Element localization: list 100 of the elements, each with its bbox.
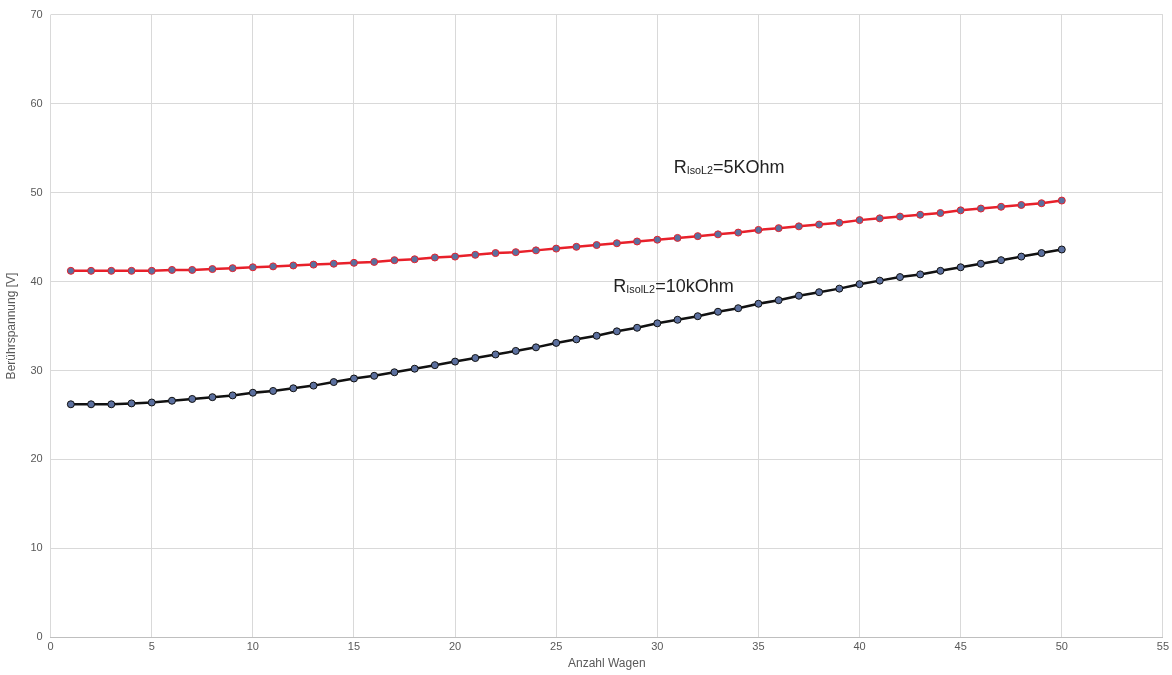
point	[87, 266, 96, 275]
point	[370, 257, 379, 266]
point	[835, 218, 844, 227]
point	[188, 265, 197, 274]
x-tick-label: 0	[47, 640, 54, 653]
y-axis-title: Berührspannung [V]	[3, 272, 18, 380]
point	[815, 288, 824, 297]
x-tick-label: 50	[1055, 640, 1068, 653]
annotation: RIsolL2=10kOhm	[613, 275, 734, 296]
point	[734, 304, 743, 313]
y-tick-label: 60	[30, 96, 43, 109]
x-tick-label: 40	[853, 640, 866, 653]
point	[349, 258, 358, 267]
point	[228, 264, 237, 273]
point	[693, 232, 702, 241]
y-tick-label: 70	[30, 7, 43, 20]
point	[936, 209, 945, 218]
point	[734, 228, 743, 237]
x-tick-label: 10	[246, 640, 259, 653]
point	[956, 263, 965, 272]
x-tick-label: 55	[1156, 640, 1170, 653]
point	[956, 206, 965, 215]
point	[66, 266, 75, 275]
point	[997, 202, 1006, 211]
point	[673, 233, 682, 242]
point	[754, 299, 763, 308]
point	[653, 235, 662, 244]
point	[1057, 245, 1066, 254]
x-tick-label: 30	[651, 640, 664, 653]
point	[309, 381, 318, 390]
point	[976, 204, 985, 213]
point	[1057, 196, 1066, 205]
point	[612, 327, 621, 336]
point	[754, 225, 763, 234]
point	[774, 224, 783, 233]
point	[612, 239, 621, 248]
x-tick-label: 20	[448, 640, 462, 653]
point	[835, 284, 844, 293]
point	[349, 374, 358, 383]
point	[916, 270, 925, 279]
point	[248, 388, 257, 397]
point	[127, 399, 136, 408]
point	[815, 220, 824, 229]
point	[875, 276, 884, 285]
point	[66, 400, 75, 409]
point	[511, 248, 520, 257]
point	[713, 307, 722, 316]
x-tick-label: 5	[148, 640, 155, 653]
x-tick-label: 15	[347, 640, 361, 653]
y-tick-label: 10	[30, 541, 43, 554]
point	[916, 210, 925, 219]
point	[895, 212, 904, 221]
point	[430, 361, 439, 370]
point	[653, 319, 662, 328]
point	[471, 354, 480, 363]
point	[936, 266, 945, 275]
point	[471, 250, 480, 259]
y-tick-label: 30	[30, 363, 43, 376]
point	[855, 280, 864, 289]
point	[107, 266, 116, 275]
point	[167, 265, 176, 274]
point	[531, 343, 540, 352]
point	[673, 315, 682, 324]
point	[147, 398, 156, 407]
point	[774, 296, 783, 305]
point	[976, 259, 985, 268]
point	[289, 384, 298, 393]
point	[572, 242, 581, 251]
point	[390, 256, 399, 265]
point	[491, 350, 500, 359]
point	[451, 252, 460, 261]
point	[855, 216, 864, 225]
y-tick-label: 20	[30, 452, 43, 465]
point	[895, 273, 904, 282]
point	[1017, 201, 1026, 209]
point	[794, 291, 803, 300]
point	[693, 312, 702, 321]
point	[511, 346, 520, 355]
point	[228, 391, 237, 400]
x-axis-title: Anzahl Wagen	[567, 656, 646, 671]
point	[451, 357, 460, 366]
x-tick-label: 25	[550, 640, 563, 653]
point	[633, 323, 642, 332]
point	[552, 338, 561, 347]
point	[430, 253, 439, 262]
point	[1037, 249, 1046, 258]
point	[188, 394, 197, 403]
point	[390, 368, 399, 377]
point	[248, 263, 257, 272]
point	[269, 386, 278, 395]
point	[592, 241, 601, 250]
point	[107, 400, 116, 409]
y-tick-label: 40	[30, 274, 43, 287]
point	[167, 396, 176, 405]
annotation: RIsoL2=5KOhm	[673, 157, 785, 178]
point	[87, 400, 96, 409]
point	[208, 265, 217, 274]
point	[208, 393, 217, 402]
point	[329, 378, 338, 387]
point	[289, 261, 298, 270]
